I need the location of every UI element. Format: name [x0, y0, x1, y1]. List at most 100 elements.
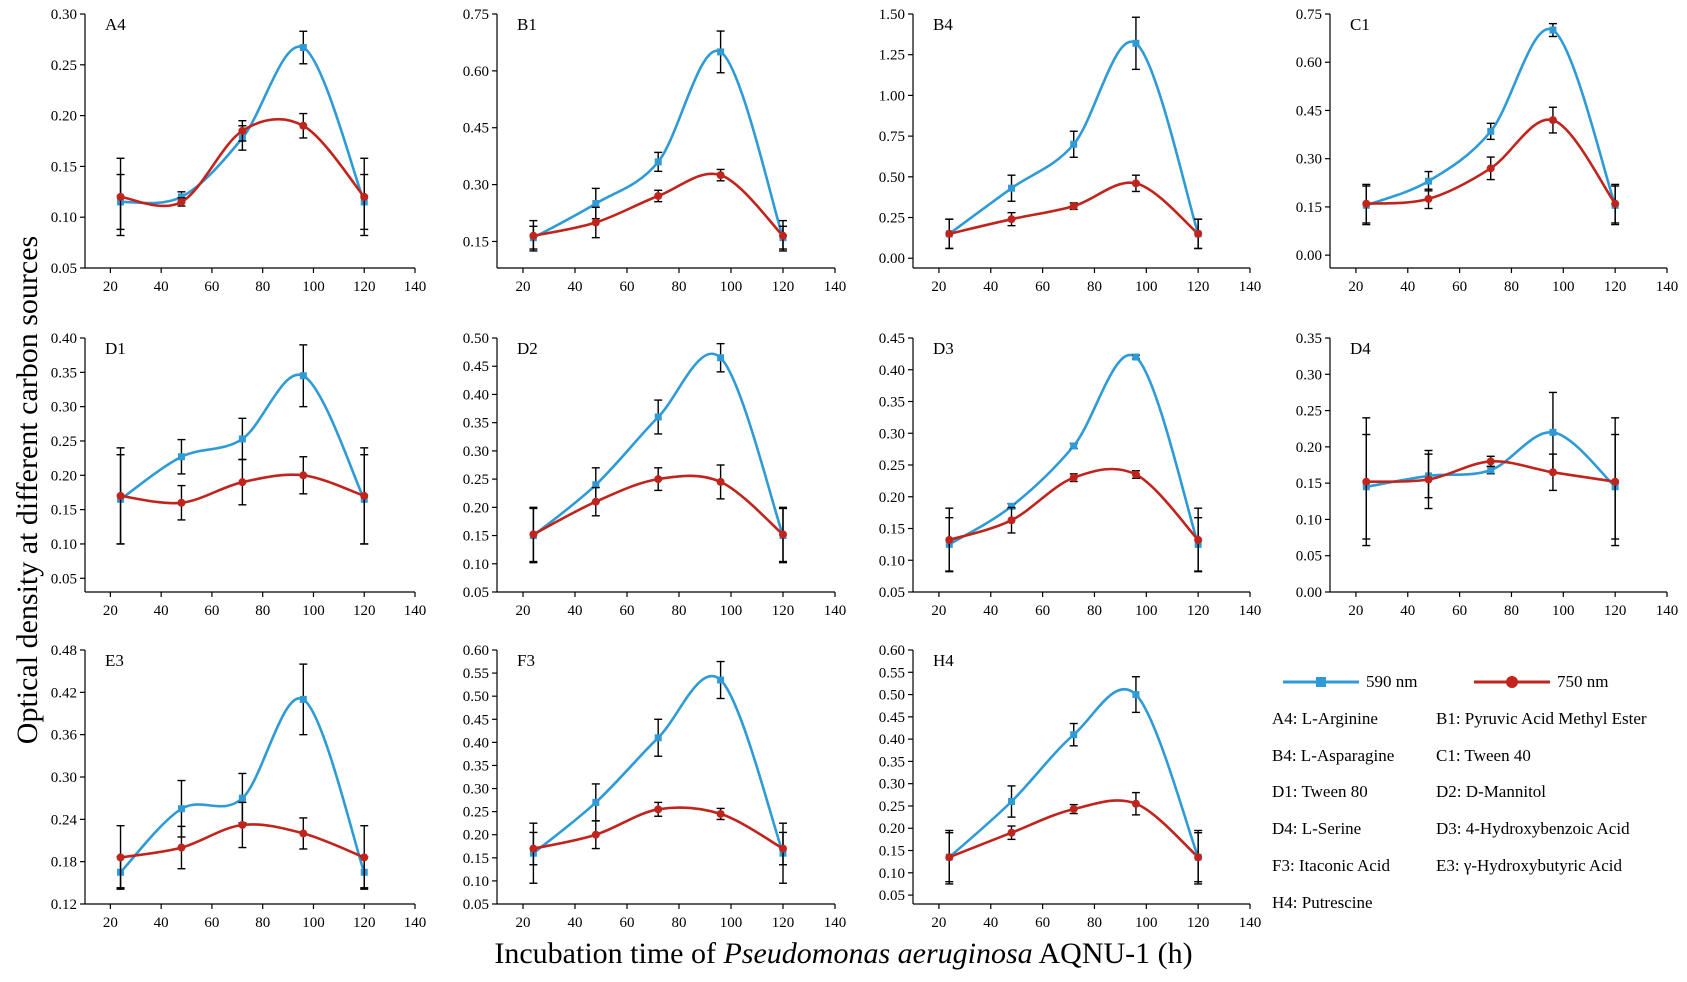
- panel-title: A4: [105, 15, 126, 34]
- x-tick-label: 60: [620, 915, 635, 931]
- y-tick-label: 0.10: [879, 866, 905, 882]
- x-tick-label: 140: [1239, 915, 1262, 931]
- panel-title: H4: [933, 651, 954, 670]
- legend-swatch-750: [1474, 676, 1550, 688]
- y-tick-label: 0.12: [51, 897, 77, 913]
- series-line-590nm: [1365, 27, 1617, 207]
- data-point-750: [299, 121, 308, 130]
- x-tick-label: 120: [353, 915, 376, 931]
- x-tick-label: 40: [154, 603, 169, 619]
- y-tick-label: 0.25: [879, 799, 905, 815]
- x-tick-label: 60: [1035, 279, 1050, 295]
- x-tick-label: 20: [103, 915, 118, 931]
- x-tick-label: 120: [772, 279, 795, 295]
- x-tick-label: 40: [1400, 279, 1415, 295]
- data-point-750: [360, 491, 369, 500]
- y-tick-label: 0.05: [879, 585, 905, 601]
- data-point-750: [654, 191, 663, 200]
- data-point-750: [1007, 516, 1016, 525]
- data-point-590: [1070, 731, 1078, 739]
- y-tick-label: 0.05: [463, 897, 489, 913]
- panel-title: B4: [933, 15, 953, 34]
- y-tick-label: 0.24: [51, 812, 78, 828]
- data-point-590: [299, 372, 307, 380]
- legend-key-H4: H4: Putrescine: [1272, 893, 1373, 912]
- y-tick-label: 0.20: [1296, 440, 1322, 456]
- data-point-750: [1486, 164, 1495, 173]
- x-tick-label: 60: [204, 603, 219, 619]
- x-tick-label: 80: [1087, 603, 1102, 619]
- y-tick-label: 0.42: [51, 685, 77, 701]
- x-tick-label: 140: [824, 915, 847, 931]
- x-tick-label: 20: [516, 603, 531, 619]
- data-point-750: [716, 809, 725, 818]
- y-tick-label: 0.25: [1296, 404, 1322, 420]
- y-tick-label: 0.15: [1296, 200, 1322, 216]
- data-point-590: [717, 48, 725, 56]
- x-tick-label: 40: [983, 279, 998, 295]
- y-tick-label: 0.20: [463, 500, 489, 516]
- y-tick-label: 0.10: [463, 557, 489, 573]
- x-axis-label-suffix: AQNU-1 (h): [1032, 937, 1193, 970]
- x-tick-label: 40: [983, 915, 998, 931]
- y-tick-label: 0.05: [879, 888, 905, 904]
- data-point-750: [1548, 116, 1557, 125]
- series-line-590nm: [948, 40, 1200, 235]
- x-tick-label: 120: [1187, 603, 1210, 619]
- x-tick-label: 40: [1400, 603, 1415, 619]
- data-point-750: [1424, 475, 1433, 484]
- data-point-590: [654, 413, 662, 421]
- y-tick-label: 0.30: [1296, 367, 1322, 383]
- x-tick-label: 140: [824, 279, 847, 295]
- x-tick-label: 60: [1035, 915, 1050, 931]
- data-point-750: [591, 497, 600, 506]
- legend-key-D1: D1: Tween 80: [1272, 782, 1368, 801]
- x-tick-label: 120: [353, 279, 376, 295]
- y-axis-label: Optical density at different carbon sour…: [11, 235, 44, 745]
- y-tick-label: 0.25: [463, 472, 489, 488]
- y-tick-label: 0.10: [463, 874, 489, 890]
- data-point-590: [238, 794, 246, 802]
- y-tick-label: 0.25: [51, 434, 77, 450]
- data-point-590: [177, 193, 185, 201]
- legend-swatch-590: [1283, 677, 1359, 687]
- data-point-750: [779, 231, 787, 240]
- y-tick-label: 0.15: [463, 851, 489, 867]
- y-tick-label: 0.25: [879, 458, 905, 474]
- panel-title: C1: [1350, 15, 1370, 34]
- y-tick-label: 0.10: [879, 553, 905, 569]
- y-tick-label: 0.30: [51, 770, 77, 786]
- y-tick-label: 0.15: [879, 522, 905, 538]
- data-point-750: [1131, 799, 1140, 808]
- x-tick-label: 100: [720, 915, 743, 931]
- data-point-750: [1362, 199, 1371, 208]
- y-tick-label: 0.45: [1296, 103, 1322, 119]
- y-tick-label: 0.20: [51, 109, 77, 125]
- y-tick-label: 1.50: [879, 7, 905, 23]
- y-tick-label: 0.18: [51, 855, 77, 871]
- x-tick-label: 100: [720, 279, 743, 295]
- data-point-590: [654, 158, 662, 166]
- data-point-750: [1424, 194, 1433, 203]
- data-point-590: [1008, 184, 1016, 192]
- panel-D1: 0.05 0.10 0.15 0.20 0.25 0.30 0.35 0.40 20 40 60 80…: [51, 331, 427, 619]
- y-tick-label: 0.05: [51, 571, 77, 587]
- data-point-590: [592, 798, 600, 806]
- y-tick-label: 0.50: [879, 170, 905, 186]
- x-tick-label: 80: [255, 915, 270, 931]
- y-tick-label: 0.10: [51, 210, 77, 226]
- data-point-590: [1132, 691, 1140, 699]
- data-point-750: [945, 229, 954, 238]
- data-point-750: [654, 475, 663, 484]
- y-tick-label: 0.35: [463, 416, 489, 432]
- series-line-590nm: [120, 45, 366, 205]
- data-point-750: [360, 853, 369, 862]
- data-point-750: [238, 820, 247, 829]
- data-point-750: [360, 192, 369, 201]
- data-point-750: [591, 830, 600, 839]
- x-tick-label: 20: [516, 915, 531, 931]
- data-point-590: [1487, 127, 1495, 135]
- panel-title: F3: [517, 651, 535, 670]
- x-tick-label: 40: [154, 279, 169, 295]
- x-tick-label: 20: [931, 603, 946, 619]
